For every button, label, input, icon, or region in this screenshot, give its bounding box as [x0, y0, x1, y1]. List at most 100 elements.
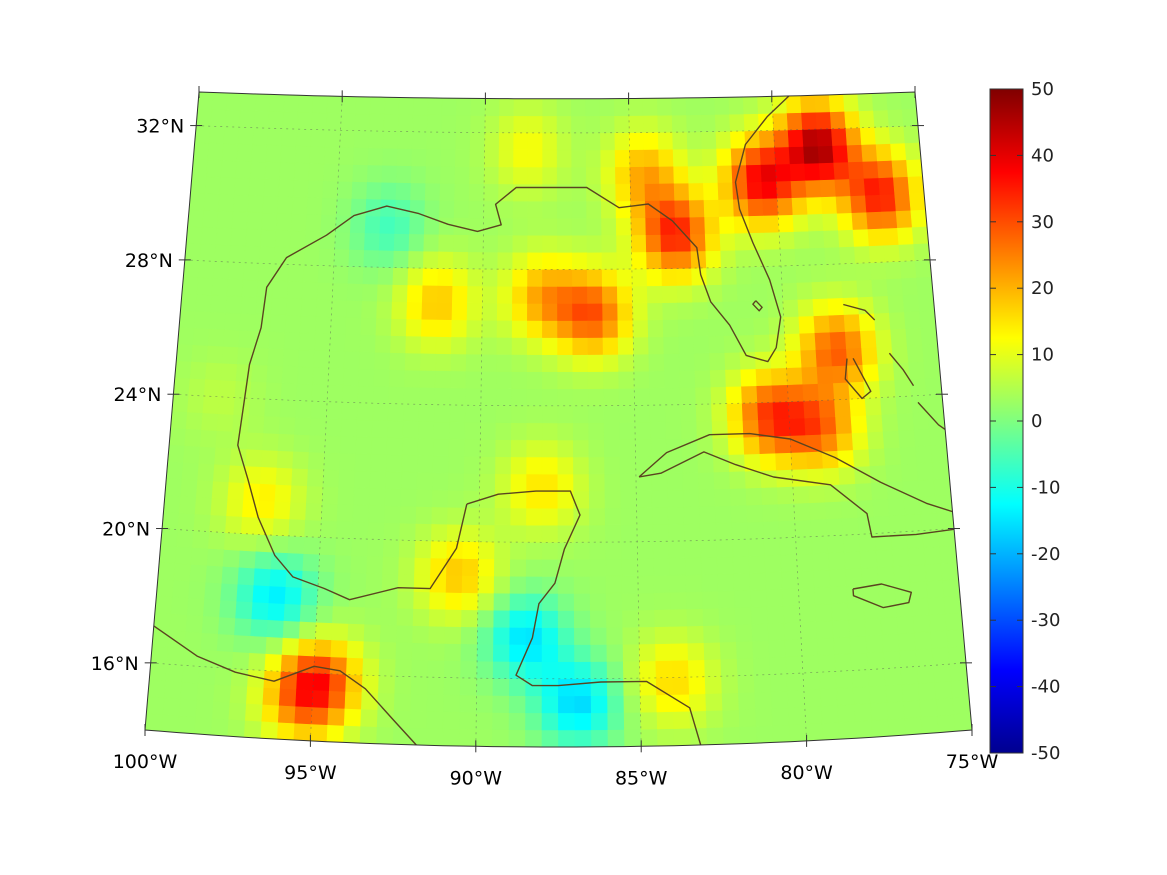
field-cell — [434, 404, 451, 423]
field-cell — [815, 348, 833, 367]
field-cell — [695, 403, 713, 422]
field-cell — [508, 712, 526, 731]
field-cell — [651, 472, 668, 491]
field-cell — [191, 344, 209, 363]
field-cell — [652, 523, 670, 542]
field-cell — [462, 524, 480, 543]
field-cell — [784, 332, 802, 352]
field-cell — [262, 432, 280, 451]
field-cell — [376, 726, 394, 745]
field-cell — [887, 497, 906, 517]
field-cell — [285, 297, 303, 317]
field-cell — [354, 113, 371, 132]
field-cell — [902, 479, 920, 499]
field-cell — [915, 445, 933, 464]
field-cell — [732, 555, 750, 574]
field-cell — [621, 558, 639, 577]
field-cell — [891, 345, 909, 364]
field-cell — [740, 368, 758, 387]
field-cell — [468, 183, 485, 202]
field-cell — [227, 481, 245, 501]
field-cell — [484, 149, 500, 168]
field-cell — [656, 711, 675, 730]
field-cell — [303, 536, 321, 555]
field-cell — [573, 593, 591, 611]
latitude-tick-label: 20°N — [102, 519, 150, 541]
field-cell — [924, 377, 943, 396]
field-cell — [220, 582, 239, 602]
field-cell — [495, 388, 513, 406]
field-cell — [571, 200, 588, 219]
field-cell — [639, 694, 658, 713]
field-cell — [706, 267, 723, 286]
field-cell — [557, 388, 574, 407]
field-cell — [614, 115, 630, 134]
field-cell — [475, 711, 494, 730]
field-cell — [783, 621, 802, 641]
field-cell — [871, 278, 889, 297]
field-cell — [259, 466, 278, 485]
field-cell — [525, 695, 543, 714]
field-cell — [281, 365, 299, 384]
field-cell — [785, 95, 802, 114]
field-cell — [425, 727, 444, 746]
field-cell — [511, 405, 528, 424]
field-cell — [649, 387, 666, 406]
field-cell — [420, 335, 437, 354]
field-cell — [527, 286, 543, 304]
field-cell — [777, 503, 796, 522]
field-cell — [346, 300, 363, 319]
field-cell — [557, 610, 575, 628]
field-cell — [482, 268, 499, 287]
field-cell — [369, 96, 386, 115]
field-cell — [465, 387, 482, 406]
field-cell — [872, 498, 890, 517]
field-cell — [541, 490, 559, 509]
field-cell — [325, 418, 343, 437]
field-cell — [408, 233, 425, 252]
field-cell — [646, 268, 663, 287]
field-cell — [589, 507, 606, 526]
field-cell — [636, 541, 654, 560]
field-cell — [375, 317, 392, 336]
field-cell — [701, 573, 719, 592]
field-cell — [510, 541, 527, 560]
field-cell — [310, 400, 328, 419]
field-cell — [332, 605, 350, 624]
field-cell — [573, 558, 591, 577]
field-cell — [931, 646, 951, 666]
field-cell — [942, 578, 961, 598]
field-cell — [588, 405, 605, 424]
field-cell — [607, 712, 625, 731]
field-cell — [607, 729, 625, 747]
field-cell — [844, 110, 861, 129]
field-cell — [803, 145, 820, 164]
field-cell — [771, 384, 789, 403]
field-cell — [940, 561, 959, 581]
field-cell — [209, 311, 227, 330]
field-cell — [765, 265, 783, 284]
field-cell — [526, 354, 543, 373]
field-cell — [225, 515, 243, 534]
field-cell — [571, 132, 587, 151]
field-cell — [207, 142, 225, 161]
field-cell — [557, 405, 574, 424]
field-cell — [904, 142, 922, 161]
field-cell — [785, 349, 803, 369]
field-cell — [245, 228, 262, 247]
field-cell — [895, 209, 913, 229]
field-cell — [814, 94, 831, 113]
field-cell — [329, 656, 348, 675]
field-cell — [427, 97, 443, 116]
field-cell — [700, 556, 718, 575]
field-cell — [186, 597, 205, 617]
field-cell — [324, 129, 341, 148]
field-cell — [665, 404, 682, 423]
field-cell — [160, 528, 179, 547]
field-cell — [455, 132, 471, 150]
field-cell — [379, 215, 396, 234]
field-cell — [716, 164, 733, 183]
field-cell — [146, 696, 165, 715]
field-cell — [634, 438, 652, 457]
field-cell — [431, 506, 449, 525]
